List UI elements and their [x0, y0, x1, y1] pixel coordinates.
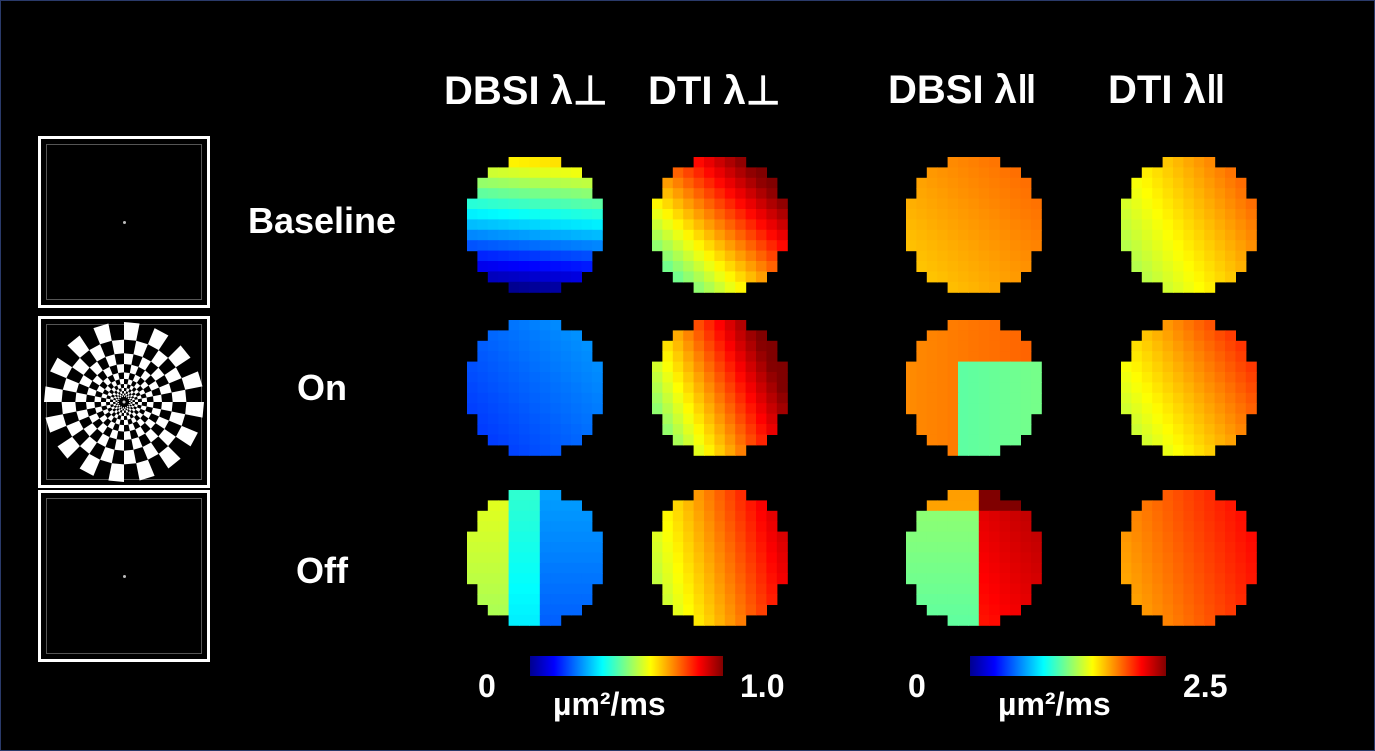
row-label-on: On — [297, 367, 347, 408]
map-baseline-dbsi-para — [906, 157, 1042, 293]
stimulus-on-panel — [38, 316, 210, 488]
colorbar-para-max: 2.5 — [1183, 668, 1228, 704]
map-on-dti-para — [1121, 320, 1257, 456]
col-header-dti-perp: DTI λ⊥ — [648, 69, 781, 113]
colorbar-parallel — [970, 656, 1166, 676]
radial-checkerboard-icon — [44, 322, 204, 482]
fixation-dot-icon — [122, 574, 126, 578]
row-label-off: Off — [296, 550, 348, 591]
map-off-dti-para — [1121, 490, 1257, 626]
map-off-dti-perp — [652, 490, 788, 626]
map-on-dti-perp — [652, 320, 788, 456]
colorbar-para-min: 0 — [908, 668, 926, 704]
colorbar-perp-min: 0 — [478, 668, 496, 704]
colorbar-perpendicular — [530, 656, 723, 676]
map-baseline-dti-para — [1121, 157, 1257, 293]
map-off-dbsi-perp — [467, 490, 603, 626]
col-header-dbsi-para: DBSI λ‖ — [888, 68, 1037, 112]
map-on-dbsi-perp — [467, 320, 603, 456]
col-header-dbsi-perp: DBSI λ⊥ — [444, 69, 608, 113]
colorbar-perp-unit: µm²/ms — [553, 686, 666, 722]
colorbar-para-unit: µm²/ms — [998, 686, 1111, 722]
col-header-dti-para: DTI λ‖ — [1108, 68, 1226, 112]
map-baseline-dti-perp — [652, 157, 788, 293]
map-baseline-dbsi-perp — [467, 157, 603, 293]
row-label-baseline: Baseline — [247, 200, 397, 241]
map-off-dbsi-para — [906, 490, 1042, 626]
stimulus-off-panel — [38, 490, 210, 662]
map-on-dbsi-para — [906, 320, 1042, 456]
fixation-dot-icon — [122, 220, 126, 224]
stimulus-baseline-panel — [38, 136, 210, 308]
colorbar-perp-max: 1.0 — [740, 668, 785, 704]
